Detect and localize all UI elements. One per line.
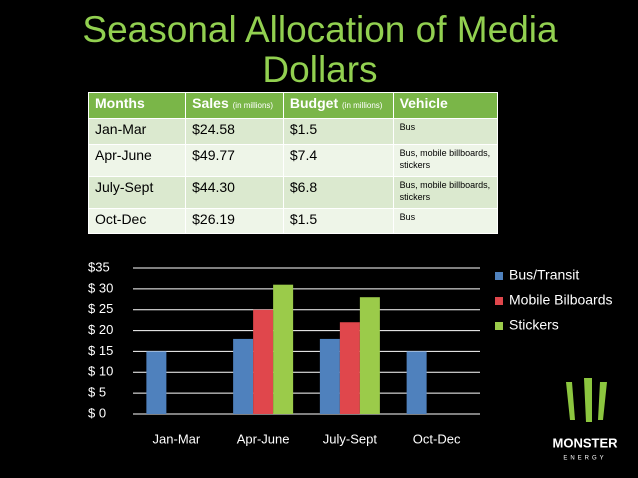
header-cell: Months — [87, 92, 187, 119]
legend-label: Stickers — [509, 317, 559, 333]
table-cell: Oct-Dec — [87, 208, 187, 234]
bar — [253, 309, 274, 414]
header-cell: Budget (in millions) — [282, 92, 394, 119]
bar — [233, 338, 254, 414]
logo-claw — [566, 378, 607, 422]
table-cell: Jan-Mar — [87, 118, 187, 145]
slide-title: Seasonal Allocation of Media Dollars — [82, 9, 558, 90]
table-cell: $49.77 — [185, 144, 284, 177]
bar — [359, 297, 380, 414]
header-row: Months Sales (in millions) Budget (in mill… — [87, 92, 499, 119]
vehicle-cell: Bus — [392, 118, 499, 145]
table-cell: July-Sept — [87, 176, 187, 209]
x-tick-label: Oct-Dec — [413, 431, 461, 446]
table-cell: $26.19 — [185, 208, 284, 234]
header-text: Vehicle — [399, 95, 448, 111]
x-tick-label: Apr-June — [237, 431, 290, 446]
bar — [339, 322, 360, 414]
bar — [319, 338, 340, 414]
header-cell: Vehicle — [392, 92, 499, 119]
header-note: (in millions) — [232, 101, 274, 110]
vehicle-cell: Bus — [392, 208, 499, 234]
y-tick-label: $ 20 — [88, 322, 113, 337]
table-cell: $6.8 — [282, 176, 394, 209]
header-cell: Sales (in millions) — [185, 92, 284, 119]
table-cell: $24.58 — [185, 118, 284, 145]
bar — [406, 351, 427, 414]
header-text: Sales — [192, 95, 229, 111]
legend-swatch — [495, 272, 503, 280]
table-cell: $1.5 — [282, 118, 394, 145]
table-cell: Apr-June — [87, 144, 187, 177]
y-tick-label: $ 30 — [88, 280, 113, 295]
x-tick-label: Jan-Mar — [153, 431, 201, 446]
y-tick-label: $ 0 — [88, 405, 106, 420]
legend-label: Mobile Bilboards — [509, 292, 613, 308]
y-tick-label: $ 5 — [88, 385, 106, 400]
table-row: Oct-Dec $26.19 $1.5 Bus — [87, 208, 499, 234]
y-tick-label: $ 15 — [88, 343, 113, 358]
legend-label: Bus/Transit — [509, 267, 579, 283]
table-cell: $44.30 — [185, 176, 284, 209]
bar — [273, 284, 294, 414]
logo — [566, 378, 607, 422]
header-text: Budget — [289, 95, 339, 111]
y-tick-label: $ 10 — [88, 364, 113, 379]
table-cell: $7.4 — [282, 144, 394, 177]
header-note: (in millions) — [342, 101, 383, 110]
vehicle-cell: Bus, mobile billboards, stickers — [392, 176, 499, 209]
legend-swatch — [495, 322, 503, 330]
y-tick-label: $35 — [88, 259, 110, 274]
x-tick-label: July-Sept — [323, 431, 378, 446]
media-table: Months Sales (in millions) Budget (in mill… — [87, 92, 499, 234]
table-row: Apr-June $49.77 $7.4 Bus, mobile billboards… — [87, 144, 499, 177]
table-row: Jan-Mar $24.58 $1.5 Bus — [87, 118, 499, 145]
header-text: Months — [95, 95, 145, 111]
y-tick-label: $ 25 — [88, 301, 113, 316]
logo-name: MONSTER — [553, 435, 619, 450]
table-cell: $1.5 — [282, 208, 394, 234]
table-row: July-Sept $44.30 $6.8 Bus, mobile billboard… — [87, 176, 499, 209]
legend-swatch — [495, 297, 503, 305]
logo-sub: ENERGY — [563, 456, 606, 462]
bar — [146, 351, 167, 414]
